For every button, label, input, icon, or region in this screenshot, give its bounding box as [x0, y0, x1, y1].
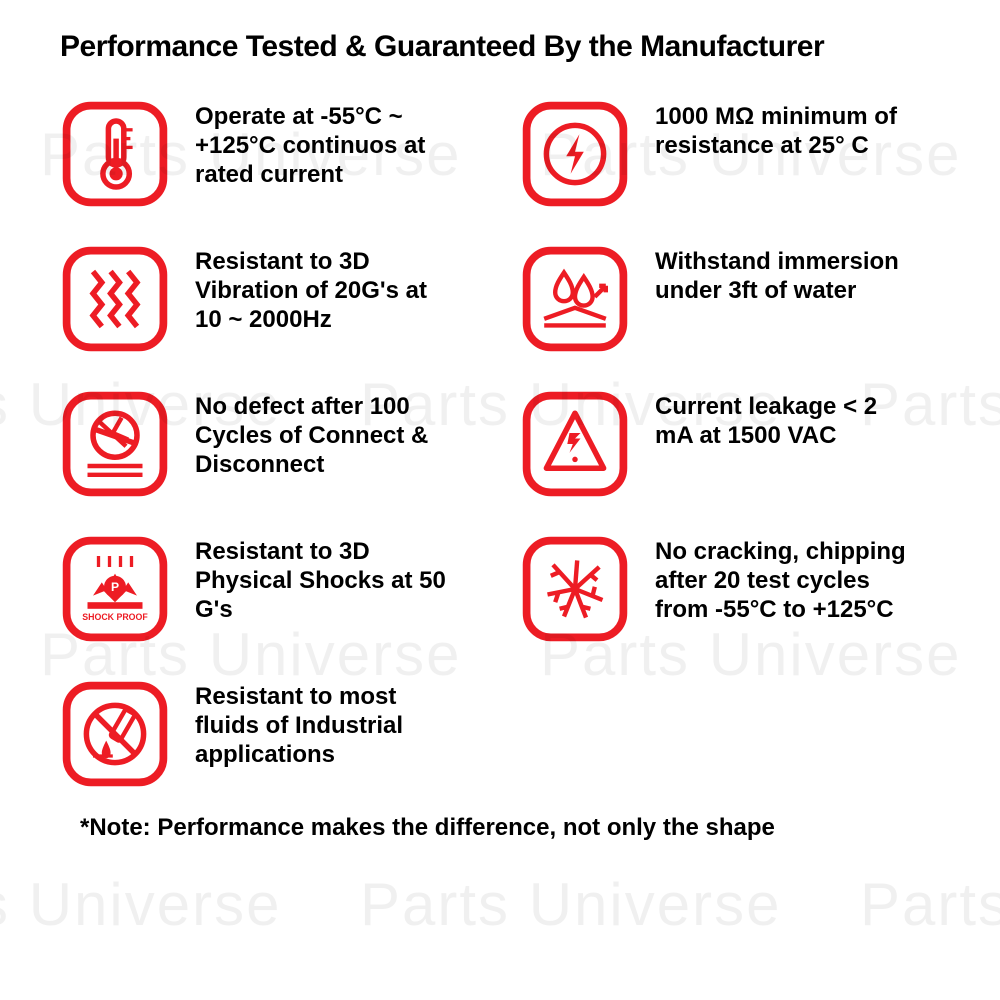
vibration-icon [60, 244, 170, 354]
shock-icon: P SHOCK PROOF [60, 534, 170, 644]
watermark: Parts Universe [360, 870, 781, 939]
leakage-icon [520, 389, 630, 499]
features-grid: Operate at -55°C ~ +125°C continuos at r… [60, 99, 940, 789]
feature-text: 1000 MΩ minimum of resistance at 25° C [655, 99, 915, 161]
watermark: Parts Universe [0, 870, 281, 939]
fluids-icon [60, 679, 170, 789]
feature-shock: P SHOCK PROOF Resistant to 3D Physical S… [60, 534, 480, 644]
feature-temperature: Operate at -55°C ~ +125°C continuos at r… [60, 99, 480, 209]
feature-immersion: Withstand immersion under 3ft of water [520, 244, 940, 354]
watermark: Parts Universe [860, 870, 1000, 939]
feature-text: No defect after 100 Cycles of Connect & … [195, 389, 455, 479]
lightning-icon [520, 99, 630, 209]
svg-text:SHOCK PROOF: SHOCK PROOF [82, 612, 148, 622]
feature-vibration: Resistant to 3D Vibration of 20G's at 10… [60, 244, 480, 354]
cycles-icon [60, 389, 170, 499]
crack-icon [520, 534, 630, 644]
feature-text: Current leakage < 2 mA at 1500 VAC [655, 389, 915, 451]
feature-text: Operate at -55°C ~ +125°C continuos at r… [195, 99, 455, 189]
feature-fluids: Resistant to most fluids of Industrial a… [60, 679, 480, 789]
feature-resistance: 1000 MΩ minimum of resistance at 25° C [520, 99, 940, 209]
immersion-icon [520, 244, 630, 354]
footnote: *Note: Performance makes the difference,… [80, 814, 940, 842]
feature-cracking: No cracking, chipping after 20 test cycl… [520, 534, 940, 644]
feature-text: Resistant to 3D Physical Shocks at 50 G'… [195, 534, 455, 624]
feature-text: Resistant to most fluids of Industrial a… [195, 679, 455, 769]
feature-text: Withstand immersion under 3ft of water [655, 244, 915, 306]
feature-cycles: No defect after 100 Cycles of Connect & … [60, 389, 480, 499]
feature-leakage: Current leakage < 2 mA at 1500 VAC [520, 389, 940, 499]
page-title: Performance Tested & Guaranteed By the M… [60, 30, 940, 64]
svg-text:P: P [111, 580, 119, 594]
thermometer-icon [60, 99, 170, 209]
feature-text: Resistant to 3D Vibration of 20G's at 10… [195, 244, 455, 334]
feature-text: No cracking, chipping after 20 test cycl… [655, 534, 915, 624]
